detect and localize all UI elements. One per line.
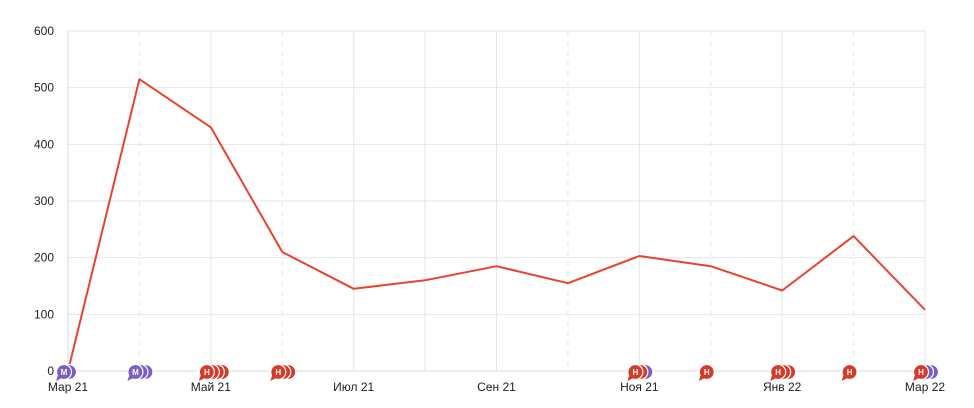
marker-tail [913, 375, 919, 381]
event-marker-icon: Н [627, 363, 644, 381]
marker-circle [698, 363, 715, 381]
event-marker-group: Н [270, 363, 297, 381]
marker-tail [127, 375, 134, 381]
y-tick-label: 500 [34, 81, 54, 95]
event-marker-group: Н [841, 363, 858, 381]
marker-letter: Н [847, 368, 853, 377]
marker-circle [55, 363, 73, 381]
event-marker-icon: Н [912, 363, 930, 381]
series [67, 78, 926, 372]
marker-circle [270, 363, 287, 381]
y-tick-label: 300 [34, 194, 54, 208]
event-marker-icon: М [127, 363, 144, 381]
x-axis: Мар 21 Май 21 Июл 21 Сен 21 Ноя 21 Янв 22 Мар … [48, 380, 945, 394]
y-tick-label: 600 [34, 24, 54, 38]
event-marker-icon: Н [698, 363, 715, 381]
y-tick-label: 0 [47, 364, 54, 378]
y-tick-label: 100 [34, 307, 54, 321]
marker-letter: Н [704, 368, 710, 377]
y-tick-label: 400 [34, 137, 54, 151]
marker-circle [841, 363, 858, 381]
marker-tail [270, 375, 277, 381]
event-marker-group: Н [770, 363, 797, 381]
event-marker-icon: Н [270, 363, 287, 381]
x-tick-label: Июл 21 [333, 380, 374, 394]
marker-circle [912, 363, 930, 381]
event-marker-icon: Н [841, 363, 858, 381]
x-tick-label: Сен 21 [477, 380, 516, 394]
event-marker-group: Н [698, 363, 715, 381]
marker-letter: Н [204, 368, 210, 377]
marker-tail [698, 375, 705, 381]
marker-tail [198, 375, 205, 381]
event-marker-group: М [55, 363, 78, 381]
marker-letter: Н [775, 368, 781, 377]
event-marker-group: Н [912, 363, 940, 381]
marker-tail [627, 375, 634, 381]
event-marker-icon: Н [198, 363, 215, 381]
marker-circle [127, 363, 144, 381]
event-marker-group: Н [627, 363, 654, 381]
y-tick-label: 200 [34, 251, 54, 265]
marker-letter: М [132, 368, 139, 377]
marker-circle [627, 363, 644, 381]
marker-tail [841, 375, 848, 381]
event-marker-group: Н [198, 363, 230, 381]
x-tick-label: Янв 22 [763, 380, 802, 394]
x-tick-label: Май 21 [191, 380, 232, 394]
x-tick-label: Ноя 21 [620, 380, 659, 394]
x-tick-label: Мар 21 [48, 380, 88, 394]
marker-tail [56, 375, 62, 381]
series-line [67, 78, 926, 372]
grid [67, 30, 926, 372]
event-marker-group: М [127, 363, 154, 381]
y-axis: 0 100 200 300 400 500 600 [34, 24, 54, 378]
marker-tail [770, 375, 777, 381]
marker-letter: Н [918, 368, 924, 377]
marker-circle [198, 363, 215, 381]
marker-letter: Н [275, 368, 281, 377]
marker-circle [770, 363, 787, 381]
x-tick-label: Мар 22 [905, 380, 945, 394]
event-marker-icon: Н [770, 363, 787, 381]
marker-letter: Н [632, 368, 638, 377]
event-marker-icon: М [55, 363, 73, 381]
marker-letter: М [61, 368, 68, 377]
